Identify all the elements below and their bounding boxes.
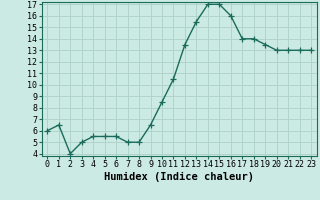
X-axis label: Humidex (Indice chaleur): Humidex (Indice chaleur)	[104, 172, 254, 182]
